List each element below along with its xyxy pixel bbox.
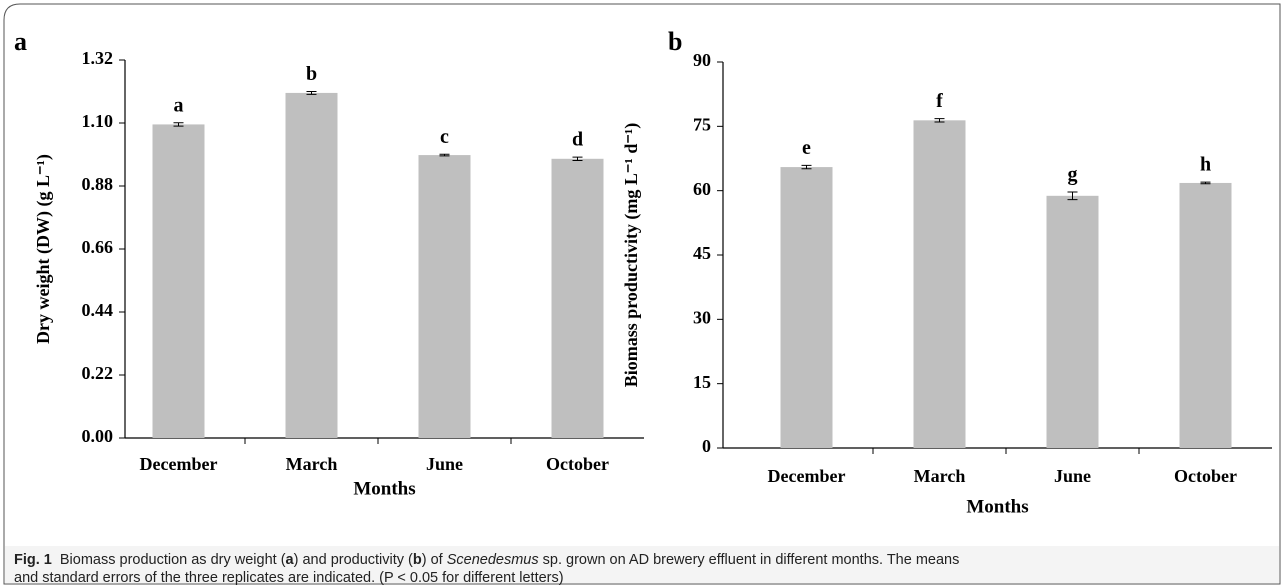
annotation: d	[572, 129, 583, 151]
bar	[152, 124, 205, 438]
y-axis-label: Dry weight (DW) (g L⁻¹)	[33, 154, 54, 344]
y-tick-label: 45	[693, 243, 711, 263]
y-tick-label: 60	[693, 179, 711, 199]
caption-text: Scenedesmus	[447, 552, 539, 568]
y-tick-label: 0.00	[82, 426, 114, 446]
bar	[285, 92, 338, 438]
x-tick-label: December	[768, 466, 846, 486]
annotation: c	[440, 126, 449, 148]
bar	[780, 167, 833, 449]
x-tick-label: October	[546, 454, 609, 474]
x-tick-label: December	[140, 454, 218, 474]
y-tick-label: 1.10	[82, 111, 114, 131]
caption-text: ) of	[422, 552, 447, 568]
caption-text: Biomass production as dry weight (	[60, 552, 286, 568]
y-tick-label: 30	[693, 307, 711, 327]
annotation: f	[936, 90, 943, 112]
error-bar	[306, 91, 317, 95]
caption-band	[5, 546, 1279, 583]
frame	[3, 3, 1281, 585]
y-tick-label: 0.22	[82, 363, 114, 383]
x-tick-label: June	[426, 454, 463, 474]
annotation: e	[802, 137, 811, 159]
y-tick-label: 1.32	[82, 48, 114, 68]
annotation: a	[174, 94, 184, 116]
x-tick-label: March	[286, 454, 338, 474]
y-axis-label: Biomass productivity (mg L⁻¹ d⁻¹)	[621, 123, 642, 387]
bar	[913, 120, 966, 448]
error-bar	[572, 156, 583, 162]
bar	[1179, 182, 1232, 449]
y-tick-label: 0.88	[82, 174, 114, 194]
error-bar	[801, 164, 812, 170]
x-axis-label: Months	[353, 478, 415, 499]
error-bar	[1200, 181, 1211, 185]
error-bar	[1067, 191, 1078, 201]
error-bar	[439, 153, 450, 157]
panel-label: b	[668, 27, 682, 56]
caption-label: Fig. 1	[14, 552, 52, 568]
y-tick-label: 15	[693, 372, 711, 392]
error-bar	[173, 122, 184, 127]
x-axis-label: Months	[966, 496, 1028, 517]
x-tick-label: October	[1174, 466, 1237, 486]
panel-label: a	[14, 27, 27, 56]
caption-text: sp. grown on AD brewery effluent in diff…	[539, 552, 960, 568]
y-tick-label: 75	[693, 114, 711, 134]
error-bar	[934, 118, 945, 123]
annotation: b	[306, 63, 317, 85]
bar	[551, 158, 604, 438]
y-tick-label: 0.44	[82, 300, 114, 320]
y-tick-label: 0	[702, 436, 711, 456]
x-tick-label: June	[1054, 466, 1091, 486]
y-tick-label: 0.66	[82, 237, 114, 257]
caption-text: ) and productivity (	[294, 552, 413, 568]
caption-line: Fig. 1 Biomass production as dry weight (…	[14, 552, 959, 568]
x-tick-label: March	[914, 466, 966, 486]
caption-text: b	[413, 552, 422, 568]
bar	[418, 155, 471, 438]
y-tick-label: 90	[693, 50, 711, 70]
bar	[1046, 195, 1099, 448]
caption-text: a	[286, 552, 295, 568]
caption-line: and standard errors of the three replica…	[14, 570, 564, 586]
annotation: h	[1200, 154, 1211, 176]
annotation: g	[1068, 164, 1078, 186]
